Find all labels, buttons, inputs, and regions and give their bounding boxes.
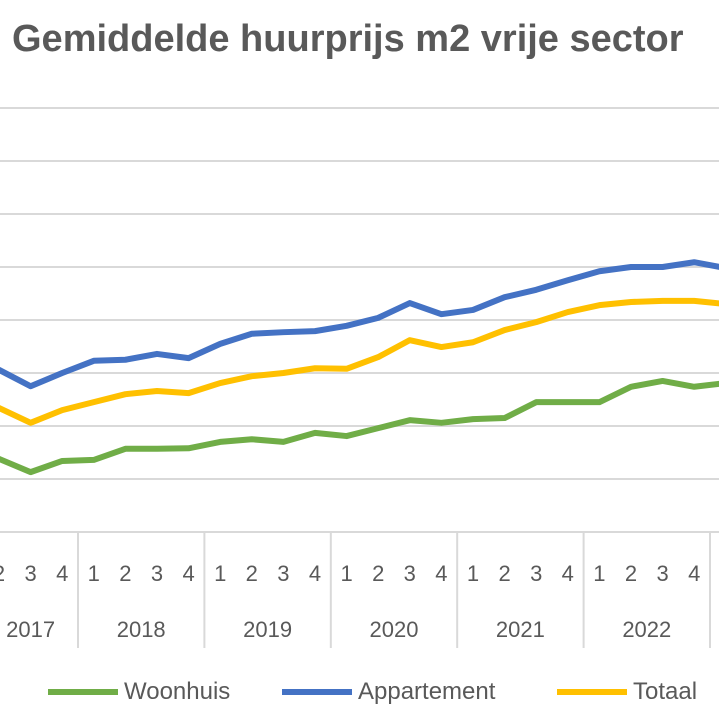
x-tick-label: 3	[530, 561, 542, 586]
x-tick-label: 3	[656, 561, 668, 586]
x-tick-label: 1	[88, 561, 100, 586]
x-tick-label: 1	[340, 561, 352, 586]
x-tick-label: 1	[214, 561, 226, 586]
legend-item-appartement: Appartement	[282, 678, 495, 706]
legend-item-totaal: Totaal	[557, 678, 697, 706]
series-line-appartement	[0, 259, 719, 390]
legend-item-woonhuis: Woonhuis	[48, 678, 230, 706]
year-label: 2018	[117, 617, 166, 642]
legend-swatch	[282, 689, 352, 695]
x-tick-label: 2	[625, 561, 637, 586]
x-tick-label: 4	[56, 561, 68, 586]
legend-label: Appartement	[358, 678, 496, 705]
year-label: 2021	[496, 617, 545, 642]
chart-title: Gemiddelde huurprijs m2 vrije sector	[12, 18, 684, 60]
x-tick-label: 3	[277, 561, 289, 586]
x-tick-label: 2	[372, 561, 384, 586]
x-tick-label: 3	[24, 561, 36, 586]
series-line-totaal	[0, 297, 719, 426]
x-tick-label: 3	[151, 561, 163, 586]
year-label: 2019	[243, 617, 292, 642]
x-tick-label: 2	[246, 561, 258, 586]
x-tick-label: 2	[498, 561, 510, 586]
x-tick-label: 4	[562, 561, 574, 586]
year-label: 2017	[6, 617, 55, 642]
x-tick-label: 4	[309, 561, 321, 586]
year-label: 2020	[370, 617, 419, 642]
legend-swatch	[48, 689, 118, 695]
x-tick-label: 4	[182, 561, 194, 586]
series-line-woonhuis	[0, 377, 719, 476]
year-label: 2022	[622, 617, 671, 642]
x-tick-label: 4	[435, 561, 447, 586]
legend-label: Totaal	[633, 678, 698, 705]
x-tick-label: 2	[119, 561, 131, 586]
x-tick-label: 1	[593, 561, 605, 586]
x-tick-label: 1	[467, 561, 479, 586]
legend-label: Woonhuis	[124, 678, 231, 705]
x-tick-label: 4	[688, 561, 700, 586]
legend-swatch	[557, 689, 627, 695]
x-tick-label: 2	[0, 561, 5, 586]
x-tick-label: 3	[404, 561, 416, 586]
